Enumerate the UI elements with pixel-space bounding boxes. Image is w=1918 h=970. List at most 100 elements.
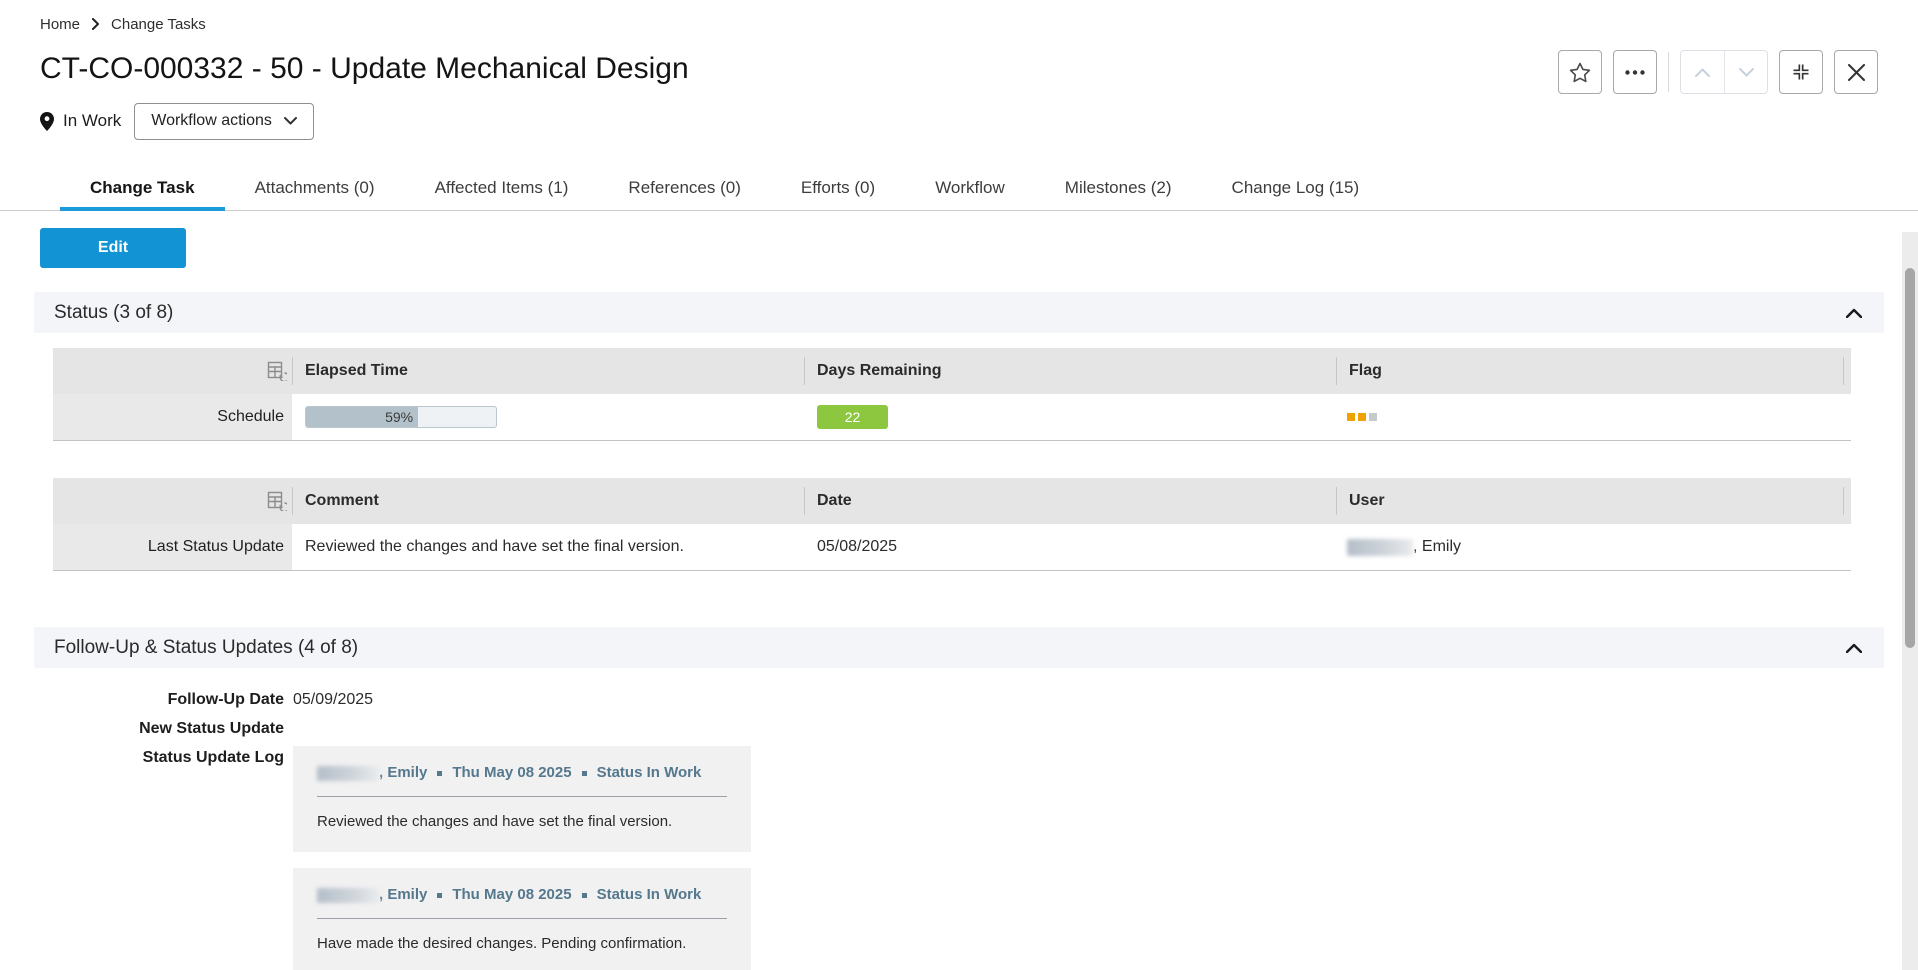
log-user-suffix: , Emily	[379, 764, 428, 781]
more-actions-button[interactable]	[1613, 50, 1657, 94]
square-bullet	[437, 770, 443, 776]
days-remaining-cell: 22	[804, 405, 1336, 429]
status-section-title: Status (3 of 8)	[54, 301, 174, 323]
column-header-user: User	[1336, 478, 1851, 524]
log-status: Status In Work	[596, 764, 702, 781]
chevron-down-icon	[1738, 67, 1754, 77]
breadcrumb-home[interactable]: Home	[40, 15, 81, 33]
chevron-up-icon	[1695, 68, 1710, 77]
elapsed-percent-label: 59%	[385, 409, 414, 425]
chevron-right-icon	[91, 18, 100, 30]
status-update-log-entry: , Emily Thu May 08 2025 Status In Work R…	[293, 746, 751, 852]
log-entry-header: , Emily Thu May 08 2025 Status In Work	[317, 883, 727, 907]
schedule-row-label: Schedule	[53, 394, 292, 440]
schedule-progress-fill: 59%	[306, 407, 419, 427]
tab-efforts[interactable]: Efforts (0)	[800, 178, 876, 197]
workflow-actions-label: Workflow actions	[151, 112, 272, 129]
column-header-date: Date	[804, 478, 1336, 524]
schedule-row: Schedule 59% 22	[53, 394, 1851, 441]
log-entry-text: Have made the desired changes. Pending c…	[317, 935, 687, 952]
followup-date-value: 05/09/2025	[293, 691, 374, 708]
actions-divider	[1668, 52, 1669, 92]
schedule-table-header: Elapsed Time Days Remaining Flag	[53, 348, 1851, 394]
square-bullet	[581, 770, 587, 776]
date-cell: 05/08/2025	[817, 538, 898, 555]
last-status-update-table-header: Comment Date User	[53, 478, 1851, 524]
compress-button[interactable]	[1779, 50, 1823, 94]
followup-section-collapse-button[interactable]	[1842, 639, 1866, 657]
previous-record-button[interactable]	[1681, 51, 1724, 93]
status-update-log-entry: , Emily Thu May 08 2025 Status In Work H…	[293, 868, 751, 970]
last-status-update-table: Comment Date User Last Status Update Rev…	[53, 478, 1851, 571]
star-icon	[1569, 62, 1591, 83]
breadcrumb-change-tasks: Change Tasks	[111, 15, 206, 33]
tab-change-task[interactable]: Change Task	[60, 168, 225, 211]
comment-cell: Reviewed the changes and have set the fi…	[305, 538, 684, 555]
table-header-icon-cell	[53, 348, 292, 394]
log-date: Thu May 08 2025	[452, 764, 572, 781]
tab-references[interactable]: References (0)	[628, 178, 741, 197]
status-row: In Work Workflow actions	[40, 102, 1878, 140]
log-entry-text: Reviewed the changes and have set the fi…	[317, 813, 673, 830]
page-title: CT-CO-000332 - 50 - Update Mechanical De…	[40, 52, 689, 85]
followup-fields: Follow-Up Date 05/09/2025 New Status Upd…	[40, 688, 1918, 970]
log-date: Thu May 08 2025	[452, 886, 572, 903]
redacted-user-name	[317, 887, 379, 903]
flag-square-gray	[1369, 413, 1377, 421]
followup-date-label: Follow-Up Date	[167, 691, 284, 708]
status-update-log-label: Status Update Log	[142, 749, 284, 766]
followup-section-title: Follow-Up & Status Updates (4 of 8)	[54, 636, 359, 658]
record-nav-group	[1680, 50, 1768, 94]
vertical-scrollbar-thumb[interactable]	[1905, 268, 1915, 648]
breadcrumb: Home Change Tasks	[40, 14, 1878, 34]
close-button[interactable]	[1834, 50, 1878, 94]
status-section-collapse-button[interactable]	[1842, 304, 1866, 322]
close-icon	[1847, 63, 1865, 81]
table-history-icon	[267, 361, 287, 381]
new-status-update-label: New Status Update	[139, 720, 284, 737]
flag-square-orange	[1358, 413, 1366, 421]
log-status: Status In Work	[596, 886, 702, 903]
column-header-comment: Comment	[292, 478, 804, 524]
log-divider	[317, 796, 727, 797]
log-divider	[317, 918, 727, 919]
flag-indicator	[1347, 413, 1377, 421]
status-text: In Work	[63, 111, 122, 130]
page-header: Home Change Tasks CT-CO-000332 - 50 - Up…	[0, 0, 1918, 140]
chevron-down-icon	[283, 117, 297, 125]
tab-change-log[interactable]: Change Log (15)	[1231, 178, 1360, 197]
favorite-button[interactable]	[1558, 50, 1602, 94]
followup-section-header: Follow-Up & Status Updates (4 of 8)	[34, 627, 1884, 668]
log-entry-header: , Emily Thu May 08 2025 Status In Work	[317, 761, 727, 785]
table-history-icon	[267, 491, 287, 511]
ellipsis-icon	[1625, 69, 1645, 75]
redacted-user-name	[1347, 538, 1413, 556]
tab-milestones[interactable]: Milestones (2)	[1064, 178, 1172, 197]
next-record-button[interactable]	[1724, 51, 1767, 93]
map-pin-icon	[40, 111, 54, 131]
tab-bar: Change Task Attachments (0) Affected Ite…	[0, 168, 1918, 211]
tab-affected-items[interactable]: Affected Items (1)	[434, 178, 569, 197]
last-status-update-row-label: Last Status Update	[53, 524, 292, 570]
flag-square-orange	[1347, 413, 1355, 421]
elapsed-time-cell: 59%	[292, 406, 804, 428]
chevron-up-icon	[1846, 643, 1862, 653]
collapse-corners-icon	[1791, 62, 1811, 82]
tab-workflow[interactable]: Workflow	[935, 178, 1005, 197]
vertical-scrollbar-track[interactable]	[1902, 232, 1918, 970]
schedule-table: Elapsed Time Days Remaining Flag Schedul…	[53, 348, 1851, 441]
elapsed-time-progress-bar: 59%	[305, 406, 497, 428]
log-user-suffix: , Emily	[379, 886, 428, 903]
edit-button[interactable]: Edit	[40, 228, 186, 268]
header-actions	[1558, 50, 1878, 94]
tab-attachments[interactable]: Attachments (0)	[254, 178, 375, 197]
column-header-days-remaining: Days Remaining	[804, 348, 1336, 394]
user-cell: , Emily	[1336, 538, 1851, 556]
square-bullet	[437, 892, 443, 898]
redacted-user-name	[317, 765, 379, 781]
status-section-header: Status (3 of 8)	[34, 292, 1884, 333]
flag-cell	[1336, 413, 1851, 421]
days-remaining-badge: 22	[817, 405, 888, 429]
column-header-flag: Flag	[1336, 348, 1851, 394]
workflow-actions-button[interactable]: Workflow actions	[134, 102, 314, 140]
